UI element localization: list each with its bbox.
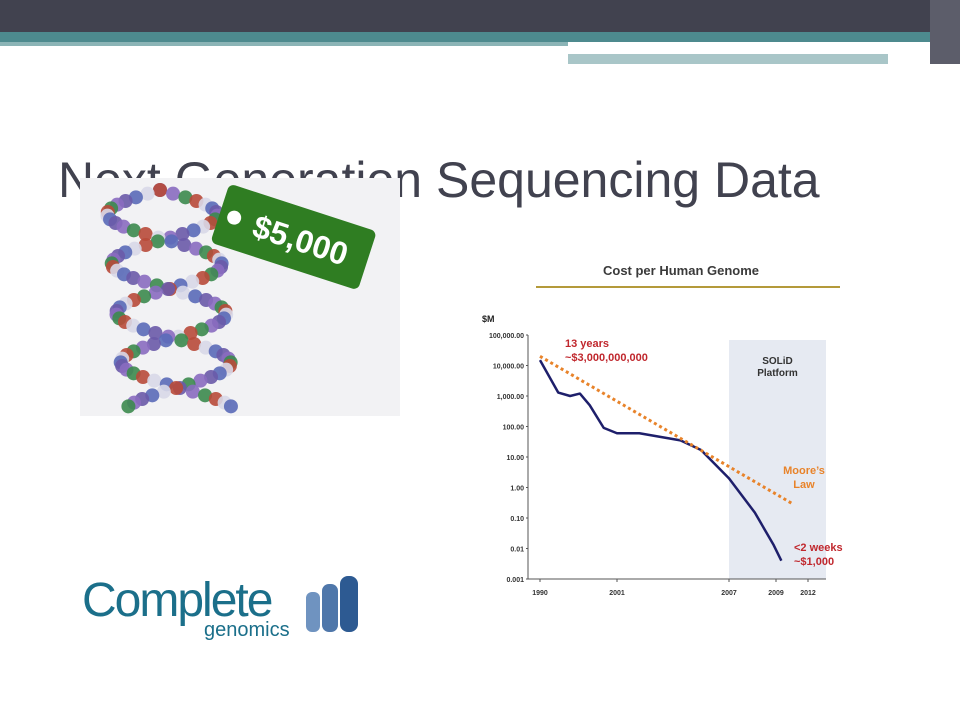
y-tick-label: 10,000.00 xyxy=(493,364,524,371)
y-tick-label: 0.001 xyxy=(506,577,524,584)
logo-sub: genomics xyxy=(204,619,290,641)
atom xyxy=(174,333,189,348)
annotation: <2 weeks xyxy=(794,542,843,554)
atom xyxy=(188,289,203,304)
series-line xyxy=(538,359,783,562)
annotation: ~$3,000,000,000 xyxy=(565,352,648,364)
y-tick-label: 1,000.00 xyxy=(497,394,524,401)
atom xyxy=(185,274,200,289)
y-tick-label: 0.10 xyxy=(510,516,524,523)
logo-name: Complete xyxy=(82,574,272,627)
region-label: Platform xyxy=(757,368,798,379)
x-tick-label: 2012 xyxy=(800,590,816,597)
x-tick-label: 2007 xyxy=(721,590,737,597)
logo-figure xyxy=(306,592,320,632)
tag-body xyxy=(211,185,376,289)
dna-helix xyxy=(100,183,238,414)
atom xyxy=(153,183,167,197)
atom xyxy=(186,223,201,238)
top-stripe xyxy=(568,54,888,64)
atom xyxy=(136,370,151,384)
atom xyxy=(137,274,152,289)
top-bar xyxy=(0,0,960,32)
x-tick-label: 2009 xyxy=(768,590,784,597)
atom xyxy=(185,384,200,399)
atom xyxy=(223,399,238,414)
logo-figure xyxy=(340,576,358,632)
atom xyxy=(177,238,192,252)
atom xyxy=(150,234,165,249)
corner-lines xyxy=(930,0,960,64)
shaded-region xyxy=(729,340,826,579)
top-stripe xyxy=(0,42,568,46)
series-line xyxy=(539,355,793,505)
chart-title: Cost per Human Genome xyxy=(603,263,759,278)
atom xyxy=(178,190,193,205)
atom xyxy=(147,373,162,388)
y-tick-label: 1.00 xyxy=(510,486,524,493)
atom xyxy=(138,238,153,252)
atom xyxy=(187,337,202,351)
x-tick-label: 2001 xyxy=(609,590,625,597)
atom xyxy=(136,322,151,337)
y-tick-label: 100,000.00 xyxy=(489,333,524,340)
y-tick-label: 0.01 xyxy=(510,547,524,554)
atom xyxy=(138,227,153,241)
logo-figure xyxy=(322,584,338,632)
atom xyxy=(148,326,163,340)
atom xyxy=(203,370,218,384)
x-tick-label: 1990 xyxy=(532,590,548,597)
dna-image: $5,000 xyxy=(80,178,400,416)
annotation: ~$1,000 xyxy=(794,556,834,568)
atom xyxy=(175,285,190,300)
atom xyxy=(156,384,171,399)
tag-hole xyxy=(227,210,242,225)
annotation: 13 years xyxy=(565,338,609,350)
atom xyxy=(194,322,209,337)
atom xyxy=(175,227,190,241)
annotation: Moore’s xyxy=(783,465,825,477)
logo: Complete genomics xyxy=(82,574,358,641)
price-tag: $5,000 xyxy=(211,185,376,289)
atom xyxy=(158,333,173,348)
atom xyxy=(164,234,179,249)
y-tick-label: 10.00 xyxy=(506,455,524,462)
atom xyxy=(198,388,213,403)
atom xyxy=(121,399,136,414)
atom xyxy=(166,186,181,201)
atom xyxy=(126,223,141,238)
atom xyxy=(140,186,155,201)
top-stripe xyxy=(0,32,960,42)
y-tick-label: 100.00 xyxy=(503,425,525,432)
annotation: Law xyxy=(793,479,815,491)
region-label: SOLiD xyxy=(762,356,793,367)
atom xyxy=(161,282,176,296)
atom xyxy=(126,271,141,285)
atom xyxy=(193,373,208,388)
atom xyxy=(148,285,163,300)
atom xyxy=(146,337,161,351)
atom xyxy=(169,381,184,395)
y-axis-label: $M xyxy=(482,314,495,324)
